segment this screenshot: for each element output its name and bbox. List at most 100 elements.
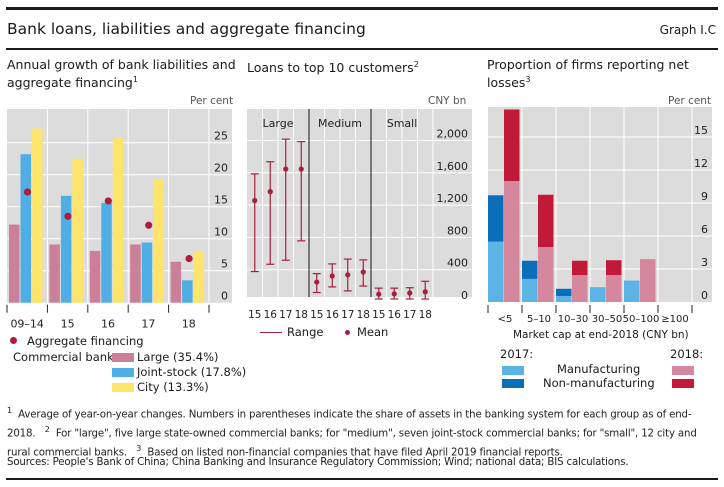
bar-city [153,179,164,303]
group-label: Medium [318,117,362,130]
bar-joint-stock [141,242,153,303]
bar-2018-manufacturing [606,275,622,302]
legend-manuf-label: Manufacturing [557,362,641,376]
x-tick-label: 10–30 [558,314,588,325]
legend-banks-label: Commercial banks: [13,350,124,364]
bar-2017-manufacturing [522,278,538,302]
mean-dot [252,197,258,204]
left-unit-label: Per cent [190,95,234,107]
legend-aggregate-label: Aggregate financing [27,334,144,348]
bar-joint-stock [182,280,193,303]
legend-swatch-nonmanuf-2018 [672,379,694,388]
legend-2017-label: 2017: [500,347,534,361]
footnote-mark: 2 [44,424,50,434]
bar-large [49,244,60,303]
legend-joint-label: Joint-stock (17.8%) [137,365,247,379]
legend-swatch-nonmanuf-2017 [502,379,524,388]
left-chart: 0 5 10 15 20 25 09–14 15 16 17 18 [6,109,232,330]
footnote-1: Average of year-on-year changes. Numbers… [7,409,692,440]
x-tick-label: 16 [388,309,402,321]
legend-mean-label: Mean [357,325,389,339]
y-tick-label: 0 [461,289,468,302]
aggregate-financing-dot [104,197,112,205]
x-tick-label: 5–10 [527,314,551,325]
aggregate-financing-dot [23,188,32,196]
x-tick-label: 15 [248,309,261,321]
mean-dot [283,166,289,172]
y-tick-label: 0 [221,290,228,303]
footnote-ref: 1 [132,75,138,84]
y-tick-label: 15 [694,124,708,137]
bar-city [32,128,43,303]
footnote-2: For "large", five large state-owned comm… [7,428,697,459]
x-tick-label: ≥100 [661,314,688,325]
y-tick-label: 3 [701,256,708,269]
footnote-ref: 3 [525,75,531,84]
y-tick-label: 15 [214,194,228,207]
x-tick-label: 16 [101,318,115,330]
bar-2017-manufacturing [590,287,606,302]
x-tick-label: 09–14 [10,318,44,330]
bar-2018-non-manufacturing [572,260,588,276]
legend-nonmanuf-label: Non-manufacturing [543,376,655,390]
aggregate-financing-dot [64,212,72,220]
mean-dot [314,279,320,285]
bar-city [193,250,205,303]
bar-large [89,250,101,303]
x-tick-label: 18 [182,318,196,330]
x-tick-label: 50–100 [623,314,660,325]
mean-dot [360,269,366,275]
bar-2017-non-manufacturing [488,195,504,242]
bar-city [72,158,83,303]
legend-range-label: Range [287,325,324,339]
mean-dot-icon [345,330,350,335]
legend-swatch-joint [112,368,134,377]
x-tick-label: 16 [326,309,340,321]
x-tick-label: 15 [372,309,385,321]
x-tick-label: 30–50 [592,314,622,325]
dot-icon [10,337,17,344]
bar-joint-stock [60,195,72,303]
y-tick-label: 25 [214,130,228,143]
legend-swatch-large [112,353,134,362]
x-tick-label: 17 [141,318,155,330]
mean-dot [267,189,273,195]
x-tick-label: 17 [279,309,292,321]
mean-dot [376,291,382,297]
y-tick-label: 1,200 [437,192,469,205]
right-panel-title-text: Proportion of firms reporting net losses [487,57,689,91]
sources: Sources: People's Bank of China; China B… [7,457,629,468]
right-xlabel: Market cap at end-2018 (CNY bn) [513,329,689,341]
left-panel-title-text: Annual growth of bank liabilities and ag… [7,57,236,91]
x-tick-label: 16 [264,309,278,321]
y-tick-label: 400 [447,257,468,270]
group-label: Small [387,117,418,130]
mean-dot [422,289,428,295]
bar-joint-stock [20,154,31,303]
aggregate-financing-dot [185,254,193,263]
legend-2018-label: 2018: [670,347,704,361]
range-line-icon [260,332,282,333]
y-tick-label: 6 [701,223,708,236]
legend-swatch-manuf-2017 [502,366,524,375]
mean-dot [345,272,351,278]
bar-2017-non-manufacturing [522,260,538,279]
x-tick-label: 17 [403,309,416,321]
legend-aggregate: Aggregate financing [10,334,144,348]
footnote-ref: 2 [413,60,419,69]
y-tick-label: 2,000 [437,128,469,141]
y-tick-label: 9 [701,190,708,203]
x-tick-label: 18 [295,309,308,321]
bar-2017-non-manufacturing [556,288,572,296]
mean-dot [407,290,413,296]
footnote-mark: 1 [7,406,12,415]
y-tick-label: 20 [214,162,228,175]
legend-large-label: Large (35.4%) [137,350,219,364]
footnotes: 1 Average of year-on-year changes. Numbe… [7,404,719,461]
bottom-rule [6,478,718,480]
bar-2018-non-manufacturing [504,109,520,181]
bar-2017-manufacturing [556,295,572,302]
x-tick-label: 15 [310,309,323,321]
aggregate-financing-dot [145,221,153,229]
legend-swatch-manuf-2018 [672,366,694,375]
